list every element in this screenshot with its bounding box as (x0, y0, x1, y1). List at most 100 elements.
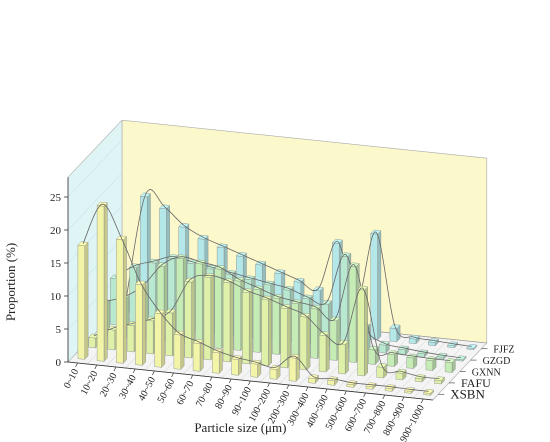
bar-side (199, 339, 204, 372)
bar (376, 366, 384, 379)
bar-side (210, 273, 215, 361)
x-tick-label: 60~70 (175, 379, 197, 407)
bar (425, 359, 433, 371)
bar (272, 297, 280, 355)
y-axis-label: Proportion (%) (3, 243, 18, 321)
series-label: FJFZ (493, 345, 514, 356)
bar (231, 358, 239, 376)
y-tick-label: 20 (50, 225, 62, 237)
bar (214, 268, 222, 349)
x-tick-mark (344, 390, 347, 396)
bar (242, 291, 250, 365)
bar (395, 372, 403, 381)
bar (370, 233, 378, 341)
bar (329, 320, 337, 361)
x-tick-mark (171, 372, 174, 378)
x-axis-label: Particle size (μm) (194, 420, 286, 435)
x-tick-mark (305, 386, 309, 392)
bar-side (180, 331, 185, 370)
bar (192, 342, 201, 372)
x-tick-mark (94, 364, 98, 370)
floor-grid-line (375, 336, 430, 395)
bar (233, 280, 242, 351)
x-tick-mark (286, 384, 290, 390)
x-tick-mark (420, 398, 424, 404)
bar (88, 337, 96, 349)
bar (368, 349, 376, 365)
x-tick-mark (132, 368, 136, 374)
x-tick-mark (382, 394, 386, 400)
x-tick-label: 30~40 (117, 373, 139, 401)
bar (107, 329, 116, 351)
bar (261, 299, 269, 367)
bar-side (142, 280, 146, 366)
bar (212, 351, 220, 374)
x-tick-label: 80~90 (213, 383, 235, 411)
bar-side (345, 340, 349, 375)
x-tick-label: 20~30 (98, 371, 120, 399)
bar (146, 320, 154, 355)
x-tick-label: 0~10 (62, 367, 81, 390)
bar-side (229, 278, 234, 363)
bar (154, 312, 162, 368)
x-tick-mark (190, 374, 194, 380)
bar-side (218, 349, 223, 374)
y-tick-label: 10 (50, 291, 62, 303)
x-tick-label: 40~50 (136, 375, 158, 403)
bar (357, 289, 365, 377)
bar-side (161, 310, 166, 368)
series-line (115, 254, 462, 359)
bar (310, 308, 318, 359)
bar (250, 363, 258, 378)
bar (77, 244, 86, 360)
series-line (93, 274, 440, 379)
y-tick-label: 5 (56, 324, 62, 336)
floor-grid-line (394, 338, 449, 397)
bar (184, 281, 192, 359)
x-tick-mark (209, 376, 213, 382)
series-label: FAFU (461, 376, 491, 390)
bar (116, 238, 124, 364)
bar-side (103, 202, 108, 362)
wall-grid-line (67, 205, 123, 264)
x-tick-mark (401, 396, 405, 402)
bar (135, 283, 143, 366)
bar-side (306, 313, 311, 371)
bar-side (268, 296, 272, 367)
bar (96, 205, 105, 362)
series-label: XSBN (450, 386, 485, 401)
series-label: GXNN (472, 368, 501, 379)
x-tick-label: 70~80 (194, 381, 216, 409)
y-tick-label: 15 (50, 258, 62, 270)
x-tick-mark (113, 366, 117, 372)
x-tick-mark (228, 378, 232, 384)
bar-side (248, 288, 253, 365)
x-tick-label: 10~20 (79, 369, 101, 397)
bar-side (84, 241, 89, 360)
bar (165, 312, 173, 357)
bar (173, 334, 182, 370)
x-tick-mark (75, 362, 78, 368)
y-tick-label: 25 (50, 192, 62, 204)
x-tick-mark (363, 392, 366, 398)
bar (387, 353, 395, 367)
bar (252, 288, 261, 353)
series-line (82, 203, 429, 392)
bar (389, 327, 397, 343)
x-tick-mark (324, 388, 328, 394)
bar (406, 357, 414, 369)
x-tick-mark (152, 370, 155, 376)
bar-side (122, 235, 127, 364)
bar (338, 343, 346, 375)
y-tick-label: 0 (56, 357, 62, 369)
wall-grid-line (67, 172, 123, 231)
wall-grid-line (67, 139, 123, 198)
x-tick-mark (267, 382, 270, 388)
bar (222, 281, 231, 363)
series-line (125, 189, 472, 347)
bar (288, 357, 297, 382)
bar (444, 361, 453, 373)
wall-grid-line (67, 238, 123, 297)
